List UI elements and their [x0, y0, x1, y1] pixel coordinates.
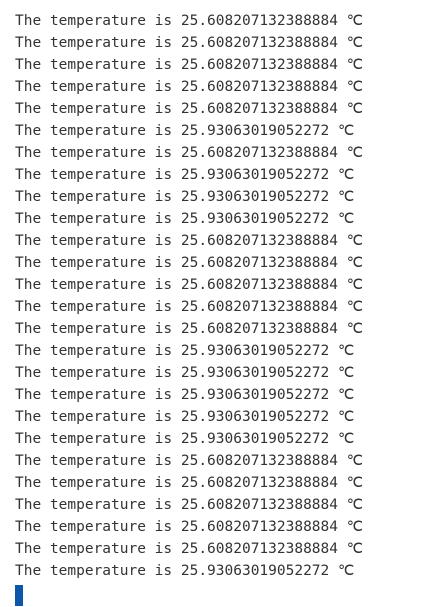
output-line: The temperature is 25.608207132388884 ℃ — [15, 277, 364, 293]
output-line: The temperature is 25.93063019052272 ℃ — [15, 123, 355, 139]
output-line: The temperature is 25.608207132388884 ℃ — [15, 497, 364, 513]
output-line: The temperature is 25.608207132388884 ℃ — [15, 321, 364, 337]
output-line: The temperature is 25.608207132388884 ℃ — [15, 57, 364, 73]
output-line: The temperature is 25.608207132388884 ℃ — [15, 453, 364, 469]
output-line: The temperature is 25.93063019052272 ℃ — [15, 563, 355, 579]
output-line: The temperature is 25.608207132388884 ℃ — [15, 145, 364, 161]
output-line: The temperature is 25.93063019052272 ℃ — [15, 343, 355, 359]
output-line: The temperature is 25.608207132388884 ℃ — [15, 101, 364, 117]
output-line: The temperature is 25.93063019052272 ℃ — [15, 409, 355, 425]
output-line: The temperature is 25.608207132388884 ℃ — [15, 299, 364, 315]
output-line: The temperature is 25.608207132388884 ℃ — [15, 475, 364, 491]
output-line: The temperature is 25.608207132388884 ℃ — [15, 541, 364, 557]
output-line: The temperature is 25.608207132388884 ℃ — [15, 233, 364, 249]
output-line: The temperature is 25.608207132388884 ℃ — [15, 255, 364, 271]
output-line: The temperature is 25.608207132388884 ℃ — [15, 519, 364, 535]
output-line: The temperature is 25.93063019052272 ℃ — [15, 387, 355, 403]
output-line: The temperature is 25.93063019052272 ℃ — [15, 431, 355, 447]
output-line: The temperature is 25.93063019052272 ℃ — [15, 189, 355, 205]
text-cursor — [15, 584, 23, 606]
terminal-output: The temperature is 25.608207132388884 ℃ … — [15, 10, 431, 582]
output-line: The temperature is 25.93063019052272 ℃ — [15, 167, 355, 183]
output-line: The temperature is 25.608207132388884 ℃ — [15, 79, 364, 95]
terminal-input-line[interactable] — [15, 584, 431, 606]
output-line: The temperature is 25.608207132388884 ℃ — [15, 35, 364, 51]
output-line: The temperature is 25.93063019052272 ℃ — [15, 211, 355, 227]
output-line: The temperature is 25.608207132388884 ℃ — [15, 13, 364, 29]
output-line: The temperature is 25.93063019052272 ℃ — [15, 365, 355, 381]
